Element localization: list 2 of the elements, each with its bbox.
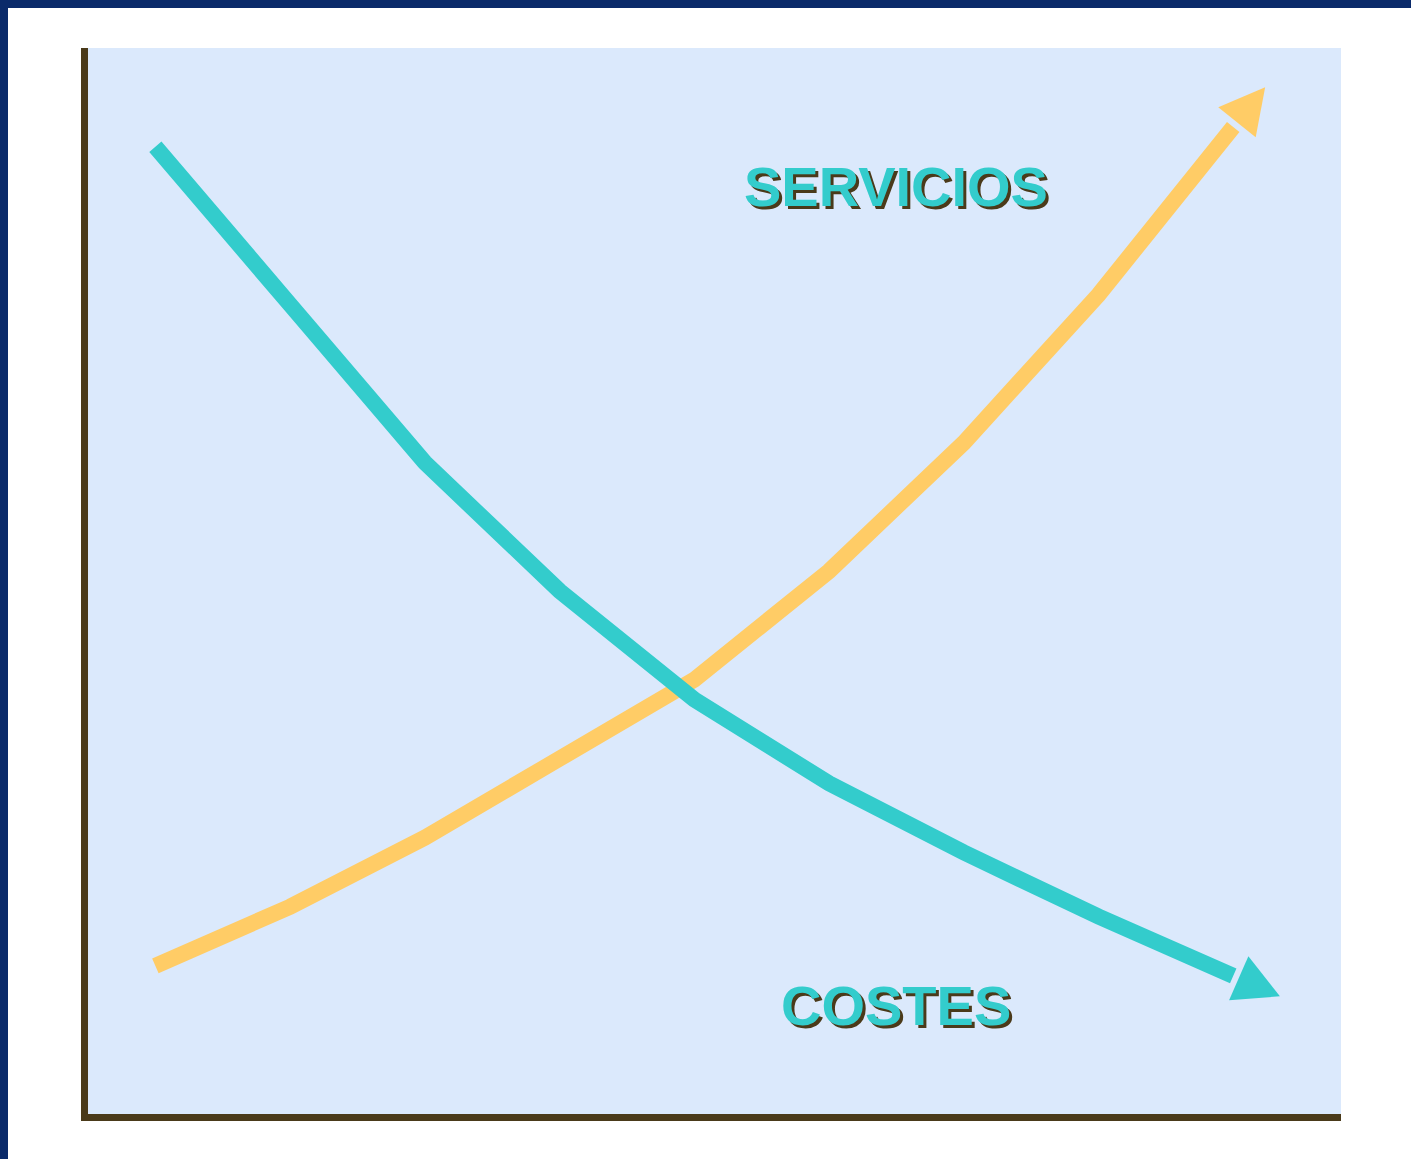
series-label: SERVICIOS (744, 155, 1048, 218)
series-label: COSTES (781, 974, 1012, 1037)
